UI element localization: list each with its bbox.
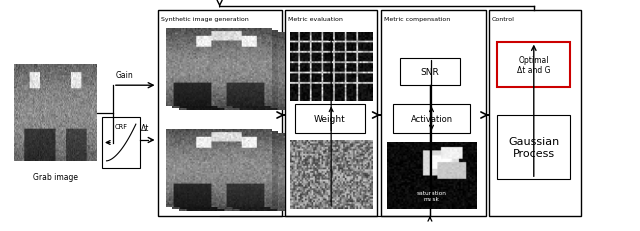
Text: Control: Control xyxy=(492,17,515,22)
Bar xyxy=(381,11,486,216)
Text: Δt: Δt xyxy=(141,123,150,132)
Bar xyxy=(497,116,570,179)
Text: Gain: Gain xyxy=(115,71,133,80)
Text: Weight: Weight xyxy=(314,114,346,123)
Text: CRF: CRF xyxy=(115,124,128,130)
Bar xyxy=(394,104,470,134)
Bar xyxy=(399,58,460,86)
Bar xyxy=(102,118,140,168)
Text: Metric evaluation: Metric evaluation xyxy=(288,17,343,22)
Text: Optimal
Δt and G: Optimal Δt and G xyxy=(517,56,550,75)
Text: Grab image: Grab image xyxy=(33,173,78,182)
Text: Metric compensation: Metric compensation xyxy=(384,17,450,22)
Text: SNR: SNR xyxy=(420,68,439,77)
Bar xyxy=(157,11,282,216)
Bar xyxy=(489,11,581,216)
Bar xyxy=(294,104,365,134)
Bar xyxy=(497,43,570,88)
Text: Gaussian
Process: Gaussian Process xyxy=(508,137,559,158)
Text: saturation
mask: saturation mask xyxy=(417,190,447,201)
Text: Activation: Activation xyxy=(410,114,452,123)
Bar xyxy=(285,11,378,216)
Text: Synthetic image generation: Synthetic image generation xyxy=(161,17,248,22)
